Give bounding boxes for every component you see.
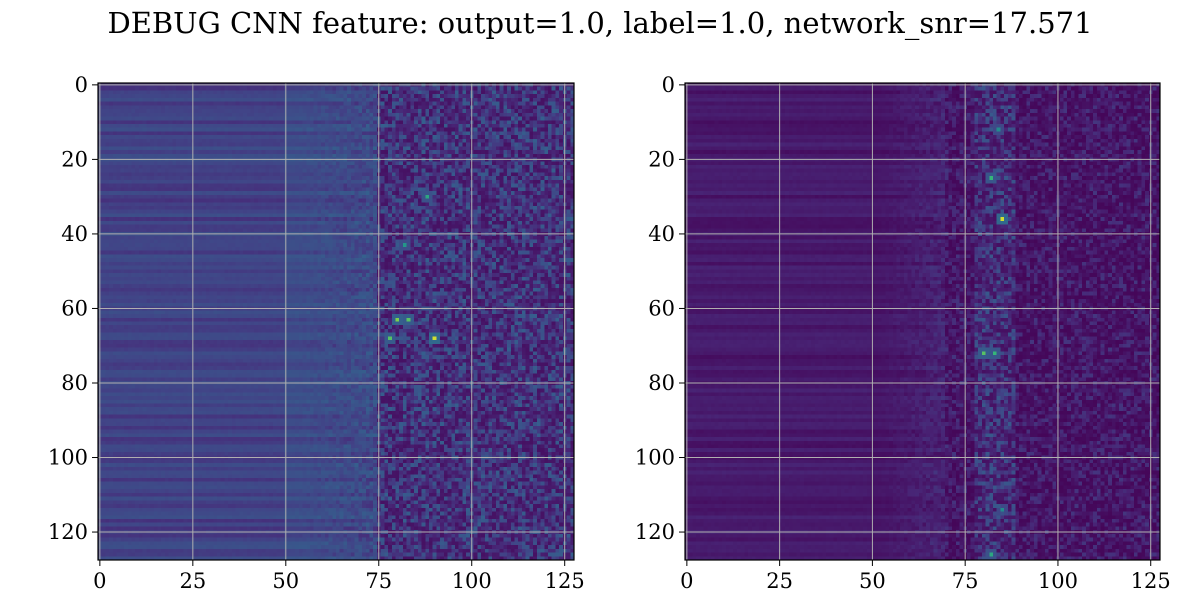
x-tick-label: 100	[452, 569, 492, 593]
y-tick-label: 80	[648, 371, 675, 395]
y-tick-label: 100	[48, 446, 88, 470]
x-tick-label: 25	[766, 569, 793, 593]
y-tick-label: 120	[48, 520, 88, 544]
y-tick-label: 40	[61, 222, 88, 246]
y-tick-label: 80	[61, 371, 88, 395]
x-tick-label: 0	[93, 569, 106, 593]
y-tick-label: 40	[648, 222, 675, 246]
y-tick-label: 20	[61, 147, 88, 171]
figure-title: DEBUG CNN feature: output=1.0, label=1.0…	[107, 6, 1093, 40]
y-tick-label: 0	[75, 73, 88, 97]
x-tick-label: 75	[365, 569, 392, 593]
x-tick-label: 0	[680, 569, 693, 593]
x-tick-label: 125	[545, 569, 585, 593]
x-tick-label: 75	[952, 569, 979, 593]
axes-frame	[684, 82, 1161, 561]
y-tick-label: 60	[648, 296, 675, 320]
y-tick-label: 0	[662, 73, 675, 97]
y-tick-label: 120	[635, 520, 675, 544]
x-tick-label: 25	[179, 569, 206, 593]
x-tick-label: 100	[1038, 569, 1078, 593]
axes-frame	[97, 82, 575, 561]
x-tick-label: 50	[859, 569, 886, 593]
x-tick-label: 50	[272, 569, 299, 593]
x-tick-label: 125	[1131, 569, 1171, 593]
y-tick-label: 60	[61, 296, 88, 320]
y-tick-label: 20	[648, 147, 675, 171]
heatmap-image	[685, 83, 1160, 560]
y-tick-label: 100	[635, 446, 675, 470]
heatmap-image	[98, 83, 574, 560]
